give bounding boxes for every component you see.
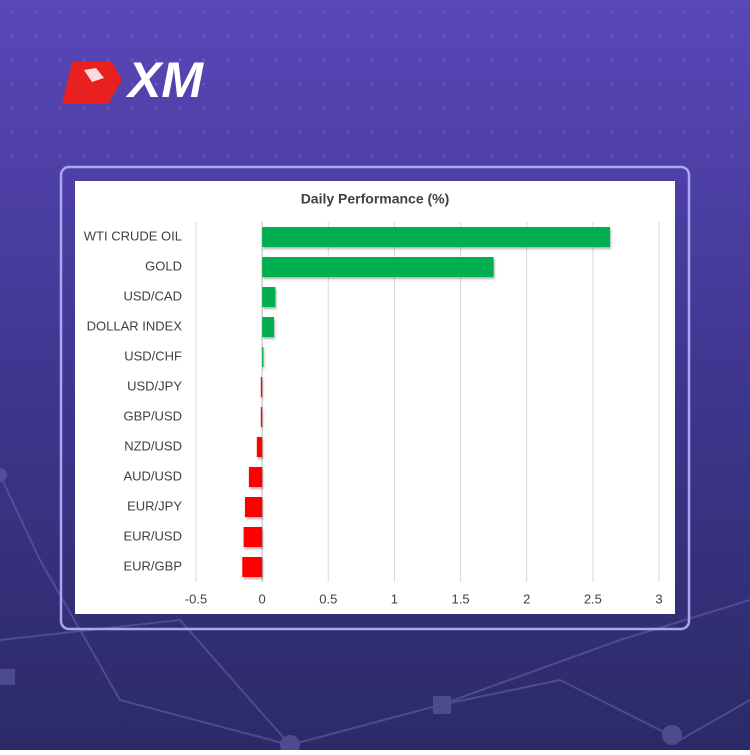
y-tick-label: USD/CHF <box>124 348 182 363</box>
logo-icon <box>62 62 122 104</box>
y-tick-label: EUR/JPY <box>127 498 182 513</box>
chart-title: Daily Performance (%) <box>301 191 450 207</box>
y-tick-label: USD/JPY <box>127 378 182 393</box>
x-tick-label: 0 <box>259 591 266 606</box>
bar <box>262 227 611 247</box>
y-tick-label: USD/CAD <box>123 288 182 303</box>
x-tick-label: 1.5 <box>452 591 470 606</box>
bar <box>262 317 275 337</box>
y-tick-label: GBP/USD <box>123 408 182 423</box>
plot: -0.5 0 0.5 1 1.5 2 2.5 3 WTI CRUDE OIL GOLD USD/CA… <box>84 222 663 606</box>
bar <box>262 257 494 277</box>
y-tick-label: EUR/USD <box>123 528 182 543</box>
x-tick-label: 3 <box>655 591 662 606</box>
x-tick-label: 1 <box>391 591 398 606</box>
frame <box>59 165 691 631</box>
bar <box>243 527 263 547</box>
logo: XM <box>62 52 204 108</box>
bar <box>262 347 264 367</box>
logo-icon-detail <box>84 68 104 82</box>
x-tick-label: 2 <box>523 591 530 606</box>
y-tick-label: DOLLAR INDEX <box>87 318 183 333</box>
x-tick-label: -0.5 <box>185 591 207 606</box>
bar <box>260 407 263 427</box>
y-tick-label: WTI CRUDE OIL <box>84 228 182 243</box>
bar <box>256 437 263 457</box>
x-tick-label: 0.5 <box>319 591 337 606</box>
y-tick-label: NZD/USD <box>124 438 182 453</box>
y-tick-label: EUR/GBP <box>123 558 182 573</box>
bar <box>242 557 263 577</box>
y-tick-label: AUD/USD <box>123 468 182 483</box>
dot-pattern <box>0 0 750 160</box>
bar <box>244 497 263 517</box>
logo-text: XM <box>125 52 204 108</box>
bar <box>262 287 276 307</box>
bar <box>260 377 263 397</box>
x-tick-label: 2.5 <box>584 591 602 606</box>
y-tick-label: GOLD <box>145 258 182 273</box>
bar <box>248 467 263 487</box>
chart-area <box>75 181 675 614</box>
